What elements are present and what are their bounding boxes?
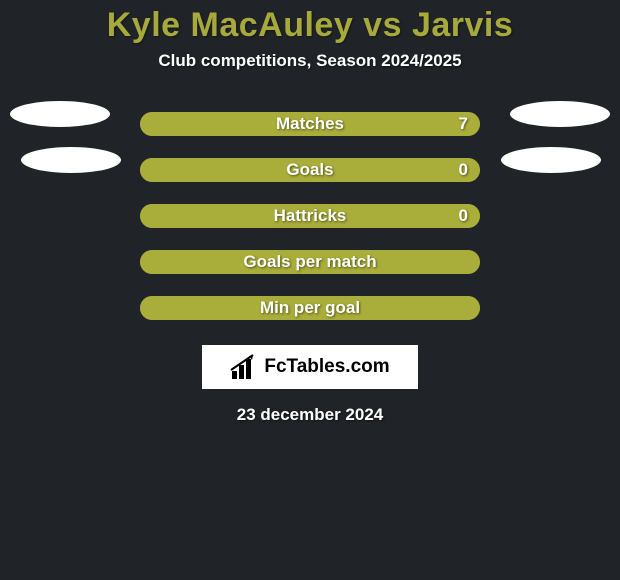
stat-value-right: 0 (459, 204, 468, 228)
stat-row: Goals per match (0, 239, 620, 285)
bars-icon (230, 353, 260, 381)
bar-fill (140, 112, 480, 136)
bar-track (140, 204, 480, 228)
stat-row: Min per goal (0, 285, 620, 331)
date-text: 23 december 2024 (0, 405, 620, 425)
subtitle: Club competitions, Season 2024/2025 (0, 51, 620, 71)
bar-track (140, 112, 480, 136)
stat-row: Matches7 (0, 101, 620, 147)
bar-track (140, 158, 480, 182)
bar-fill (140, 296, 480, 320)
bar-fill (140, 158, 480, 182)
stat-rows: Matches7Goals0Hattricks0Goals per matchM… (0, 101, 620, 331)
bar-fill (140, 204, 480, 228)
stat-row: Goals0 (0, 147, 620, 193)
bar-fill (140, 250, 480, 274)
page-title: Kyle MacAuley vs Jarvis (0, 0, 620, 45)
stat-value-right: 7 (459, 112, 468, 136)
bar-track (140, 296, 480, 320)
bar-track (140, 250, 480, 274)
stat-value-right: 0 (459, 158, 468, 182)
comparison-area: Matches7Goals0Hattricks0Goals per matchM… (0, 101, 620, 331)
source-badge-text: FcTables.com (264, 356, 389, 378)
source-badge: FcTables.com (202, 345, 418, 389)
stat-row: Hattricks0 (0, 193, 620, 239)
